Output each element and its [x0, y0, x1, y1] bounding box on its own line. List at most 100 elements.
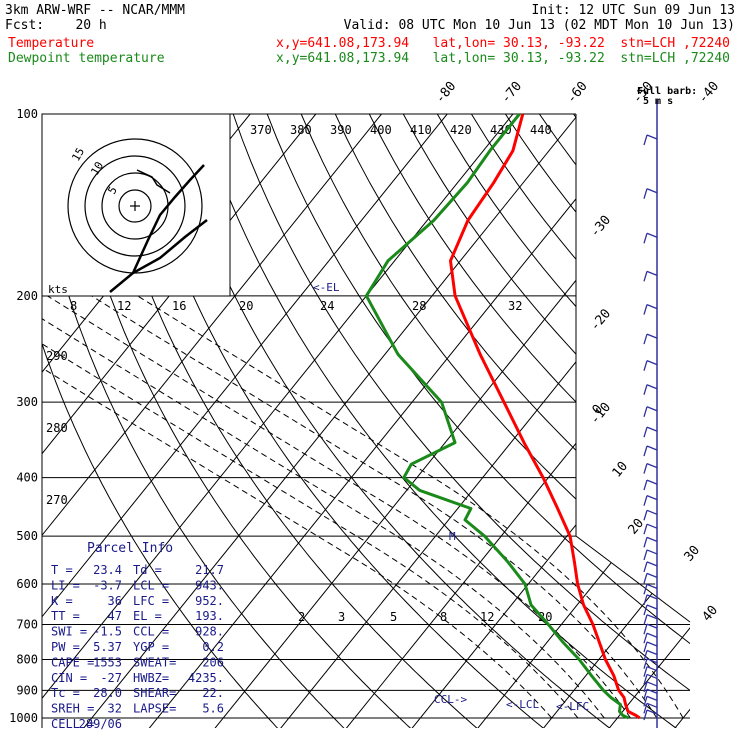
- isotherm-line: [278, 114, 690, 728]
- lfc-marker: <-LFC: [556, 700, 589, 713]
- hodograph-kts-label: kts: [48, 283, 68, 296]
- parcel-value: 22.: [202, 686, 224, 700]
- wind-barb-flag: [643, 406, 648, 417]
- hodograph-ring-10: 10: [88, 160, 106, 178]
- moist-adiabat: [91, 295, 658, 719]
- wind-barb: [646, 509, 658, 515]
- ccl-marker: CCL->: [434, 693, 467, 706]
- isotherm-line: [146, 114, 645, 728]
- mixing-ratio-label: 24: [320, 299, 334, 313]
- pressure-tick-label: 100: [16, 107, 38, 121]
- isotherm-line: [42, 114, 448, 728]
- wind-barb-flag: [643, 633, 648, 644]
- wind-barb: [646, 666, 658, 672]
- dry-adiabat: [607, 114, 690, 728]
- parcel-value: -3.7: [93, 578, 122, 592]
- wind-barb-flag: [643, 479, 648, 491]
- wind-barb-flag: [643, 524, 648, 535]
- wind-barb-flag: [643, 584, 648, 595]
- wind-barb-flag: [643, 360, 648, 371]
- wind-barb-flag: [643, 510, 648, 521]
- wind-barb-flag: [643, 445, 648, 457]
- isotherm-line: [42, 114, 382, 728]
- wind-barb-flag: [643, 709, 648, 721]
- temperature-tick-label: -80: [433, 79, 460, 107]
- parcel-value: 21.7: [195, 563, 224, 577]
- parcel-value: 193.: [195, 609, 224, 623]
- wind-barb: [646, 681, 658, 687]
- pressure-tick-label: 400: [16, 471, 38, 485]
- wind-barb: [646, 594, 658, 600]
- wind-barb: [646, 360, 658, 366]
- theta-left-label: 280: [46, 421, 68, 435]
- temperature-tick-label: -40: [696, 79, 723, 107]
- parcel-value: 4235.: [188, 671, 224, 685]
- isotherm-line: [475, 114, 690, 728]
- parcel-key: SREH =: [51, 702, 94, 716]
- dry-adiabat: [436, 114, 690, 728]
- m-marker: M: [449, 530, 456, 543]
- parcel-value: 36: [108, 594, 122, 608]
- dry-adiabat: [130, 114, 547, 728]
- wind-barb: [646, 583, 658, 589]
- mixing-ratio-label: 5: [390, 610, 397, 624]
- dry-adiabat: [300, 114, 690, 728]
- wind-barb: [646, 134, 658, 140]
- wind-barb-flag: [643, 495, 648, 506]
- parcel-value: 952.: [195, 594, 224, 608]
- pressure-tick-label: 500: [16, 529, 38, 543]
- temperature-tick-label: -20: [588, 306, 615, 334]
- isotherm-line: [606, 114, 690, 728]
- dry-adiabat: [198, 114, 681, 728]
- wind-barb-flag: [643, 333, 648, 345]
- wind-barb-flag: [643, 271, 648, 282]
- parcel-value: 32: [108, 702, 122, 716]
- parcel-value: 1553: [93, 655, 122, 669]
- dry-adiabat: [334, 114, 690, 728]
- mixing-ratio-label: 8: [70, 299, 77, 313]
- theta-label: 410: [410, 123, 432, 137]
- wind-barb: [646, 479, 658, 485]
- wind-barb-flag: [643, 304, 648, 315]
- series-line-temperature: [449, 113, 641, 720]
- mixing-ratio-label: 28: [412, 299, 426, 313]
- right-frame: [575, 114, 691, 623]
- pressure-tick-label: 900: [16, 683, 38, 697]
- parcel-key: SWEAT=: [133, 655, 176, 669]
- pressure-tick-label: 1000: [9, 711, 38, 725]
- parcel-value: 5.37: [93, 640, 122, 654]
- dry-adiabat: [62, 114, 414, 728]
- parcel-value: 23.4: [93, 563, 122, 577]
- wind-barb-flag: [643, 549, 648, 561]
- wind-barb: [646, 673, 658, 680]
- parcel-key: PW =: [51, 640, 80, 654]
- parcel-value: 28.0: [93, 686, 122, 700]
- parcel-key: EL =: [133, 609, 162, 623]
- hodograph-branch: [132, 219, 208, 275]
- parcel-key: HWBZ=: [133, 671, 169, 685]
- parcel-key: CIN =: [51, 671, 87, 685]
- wind-barb-flag: [643, 604, 648, 616]
- wind-barb: [646, 549, 658, 555]
- legend-dewpoint-location: x,y=641.08,173.94 lat,lon= 30.13, -93.22…: [276, 51, 730, 66]
- wind-barb: [646, 709, 658, 715]
- temperature-tick-label: -70: [498, 79, 525, 107]
- legend-temperature: Temperature: [8, 36, 94, 51]
- wind-barb-flag: [643, 463, 648, 474]
- parcel-value: 47: [108, 609, 122, 623]
- mixing-ratio-label: 2: [298, 610, 305, 624]
- isotherm-line: [343, 114, 690, 728]
- dry-adiabat: [164, 114, 614, 728]
- wind-barb: [646, 702, 658, 708]
- wind-barb-flag: [643, 614, 648, 625]
- theta-left-label: 270: [46, 493, 68, 507]
- wind-barb: [646, 623, 658, 629]
- dry-adiabat: [675, 114, 690, 728]
- wind-barb: [646, 188, 658, 194]
- theta-label: 370: [250, 123, 272, 137]
- parcel-key: TT =: [51, 609, 80, 623]
- wind-barbs: [643, 100, 658, 728]
- wind-barb-flag: [643, 537, 648, 548]
- isotherm-line: [42, 114, 514, 728]
